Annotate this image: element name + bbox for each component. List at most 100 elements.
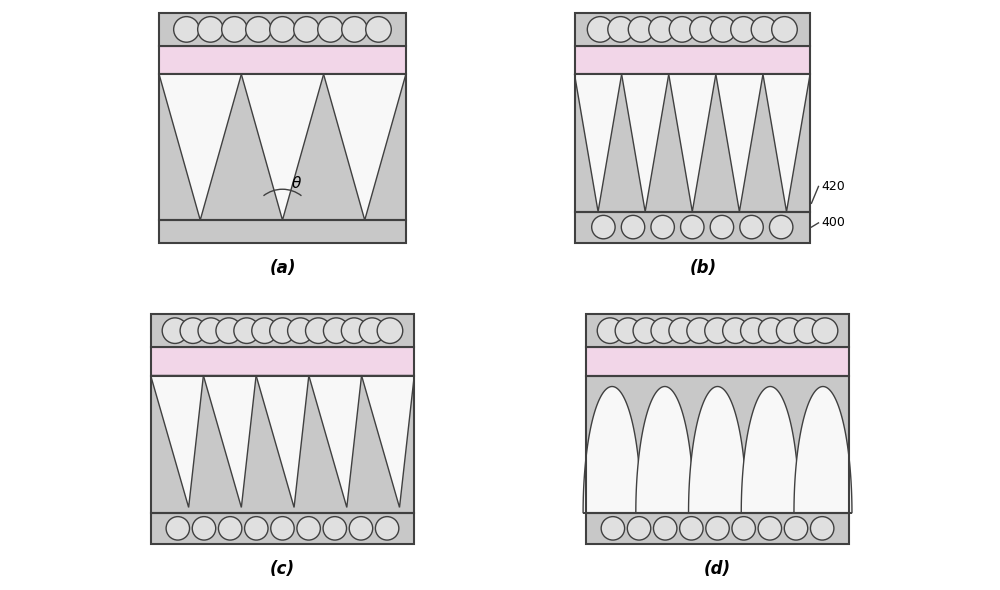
Circle shape [166,517,190,540]
Circle shape [306,318,331,343]
Circle shape [162,318,188,343]
Bar [575,74,810,212]
Circle shape [633,318,659,343]
Circle shape [731,17,756,42]
Polygon shape [151,375,203,507]
Circle shape [198,318,224,343]
Polygon shape [716,74,763,212]
Polygon shape [324,74,406,220]
Polygon shape [362,375,414,507]
Circle shape [687,318,712,343]
Circle shape [366,17,391,42]
Text: (d): (d) [704,560,731,578]
Text: (a): (a) [269,259,296,277]
Bar [159,12,406,46]
Polygon shape [669,74,716,212]
Circle shape [180,318,206,343]
Circle shape [318,17,343,42]
Circle shape [252,318,277,343]
Bar [159,46,406,74]
Circle shape [627,517,651,540]
Circle shape [621,215,645,239]
Circle shape [375,517,399,540]
Polygon shape [583,386,641,513]
Circle shape [323,318,349,343]
Circle shape [245,517,268,540]
Circle shape [192,517,216,540]
Bar [151,375,414,513]
Circle shape [732,517,755,540]
Bar [575,212,810,242]
Bar [575,12,810,46]
Bar [159,220,406,242]
Circle shape [772,17,797,42]
Bar [586,513,849,544]
Bar [586,375,849,513]
Circle shape [615,318,641,343]
Circle shape [597,318,623,343]
Circle shape [794,318,820,343]
Bar [151,348,414,375]
Polygon shape [256,375,309,507]
Circle shape [349,517,373,540]
Circle shape [234,318,259,343]
Bar [151,375,414,513]
Circle shape [601,517,625,540]
Polygon shape [575,74,622,212]
Polygon shape [741,386,799,513]
Bar [575,74,810,212]
Text: θ: θ [292,176,301,191]
Circle shape [758,318,784,343]
Polygon shape [309,375,362,507]
Circle shape [288,318,313,343]
Bar [586,348,849,375]
Circle shape [246,17,271,42]
Circle shape [706,517,729,540]
Circle shape [628,17,654,42]
Text: (b): (b) [690,259,717,277]
Polygon shape [689,386,747,513]
Circle shape [216,318,242,343]
Circle shape [592,215,615,239]
Polygon shape [636,386,694,513]
Circle shape [297,517,320,540]
Circle shape [758,517,782,540]
Circle shape [651,215,674,239]
Circle shape [649,17,674,42]
Circle shape [680,517,703,540]
Bar [159,74,406,220]
Polygon shape [241,74,324,220]
Circle shape [784,517,808,540]
Bar [159,74,406,220]
Circle shape [323,517,347,540]
Circle shape [587,17,613,42]
Circle shape [769,215,793,239]
Bar [586,314,849,348]
Polygon shape [794,386,852,513]
Circle shape [710,17,736,42]
Circle shape [294,17,319,42]
Text: (c): (c) [270,560,295,578]
Circle shape [741,318,766,343]
Polygon shape [159,74,241,220]
Circle shape [751,17,777,42]
Circle shape [342,17,367,42]
Circle shape [705,318,730,343]
Polygon shape [622,74,669,212]
Circle shape [270,17,295,42]
Circle shape [776,318,802,343]
Circle shape [812,318,838,343]
Circle shape [669,318,694,343]
Circle shape [669,17,695,42]
Circle shape [222,17,247,42]
Circle shape [651,318,677,343]
Text: 420: 420 [821,180,845,193]
Polygon shape [203,375,256,507]
Circle shape [810,517,834,540]
Polygon shape [763,74,810,212]
Circle shape [270,318,295,343]
Bar [151,513,414,544]
Circle shape [681,215,704,239]
Circle shape [608,17,633,42]
Circle shape [690,17,715,42]
